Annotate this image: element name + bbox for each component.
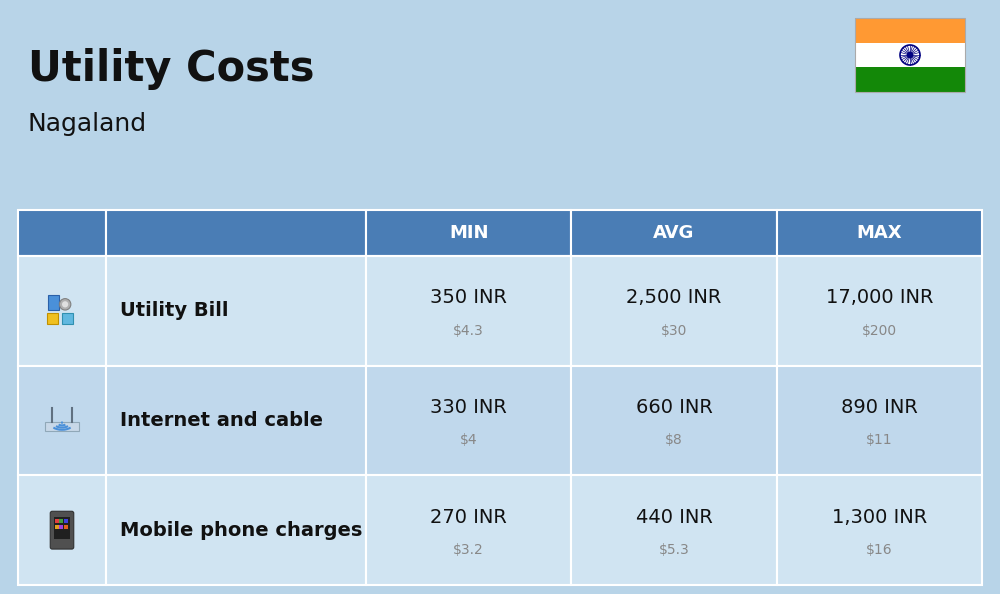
Text: Utility Costs: Utility Costs <box>28 48 314 90</box>
Bar <box>777 256 982 366</box>
Text: Internet and cable: Internet and cable <box>120 411 323 430</box>
Bar <box>64 525 68 529</box>
Circle shape <box>59 299 71 310</box>
Text: AVG: AVG <box>653 224 695 242</box>
Bar <box>48 295 59 309</box>
Text: $3.2: $3.2 <box>453 543 484 557</box>
Bar <box>18 210 106 256</box>
Text: 330 INR: 330 INR <box>430 398 507 417</box>
Text: 17,000 INR: 17,000 INR <box>826 288 933 307</box>
Bar <box>18 256 106 366</box>
Text: $30: $30 <box>661 324 687 337</box>
Bar <box>59 525 63 529</box>
Text: $8: $8 <box>665 433 683 447</box>
Text: 440 INR: 440 INR <box>636 507 712 526</box>
Text: $5.3: $5.3 <box>659 543 689 557</box>
Circle shape <box>908 52 912 58</box>
Bar <box>18 475 106 585</box>
Text: 270 INR: 270 INR <box>430 507 507 526</box>
Text: 350 INR: 350 INR <box>430 288 507 307</box>
Bar <box>855 43 965 67</box>
Text: $4: $4 <box>460 433 477 447</box>
Bar <box>777 210 982 256</box>
Bar <box>855 18 965 92</box>
Bar <box>777 366 982 475</box>
Text: MIN: MIN <box>449 224 488 242</box>
Bar <box>55 519 59 523</box>
Text: 2,500 INR: 2,500 INR <box>626 288 722 307</box>
Text: $200: $200 <box>862 324 897 337</box>
Bar <box>106 256 366 366</box>
Bar <box>64 519 68 523</box>
Bar <box>571 475 777 585</box>
Text: 660 INR: 660 INR <box>636 398 712 417</box>
Bar <box>366 366 571 475</box>
Bar <box>106 475 366 585</box>
Bar <box>62 314 73 324</box>
Text: $11: $11 <box>866 433 893 447</box>
Bar <box>855 18 965 43</box>
Bar <box>106 210 366 256</box>
Circle shape <box>61 421 63 424</box>
Text: Nagaland: Nagaland <box>28 112 147 136</box>
Bar <box>571 210 777 256</box>
Text: Mobile phone charges: Mobile phone charges <box>120 521 362 540</box>
Circle shape <box>62 301 68 308</box>
Bar <box>54 517 70 539</box>
Bar <box>366 210 571 256</box>
Text: Utility Bill: Utility Bill <box>120 301 228 320</box>
Bar <box>777 475 982 585</box>
Text: 890 INR: 890 INR <box>841 398 918 417</box>
Bar <box>55 525 59 529</box>
Bar <box>571 256 777 366</box>
Text: MAX: MAX <box>857 224 902 242</box>
Bar <box>59 519 63 523</box>
Bar <box>106 366 366 475</box>
Bar <box>18 366 106 475</box>
Bar <box>366 256 571 366</box>
Text: 1,300 INR: 1,300 INR <box>832 507 927 526</box>
Bar <box>45 422 79 431</box>
Bar <box>571 366 777 475</box>
Text: $16: $16 <box>866 543 893 557</box>
Text: $4.3: $4.3 <box>453 324 484 337</box>
Bar <box>855 67 965 92</box>
FancyBboxPatch shape <box>50 511 74 549</box>
Bar <box>47 314 58 324</box>
Bar <box>366 475 571 585</box>
